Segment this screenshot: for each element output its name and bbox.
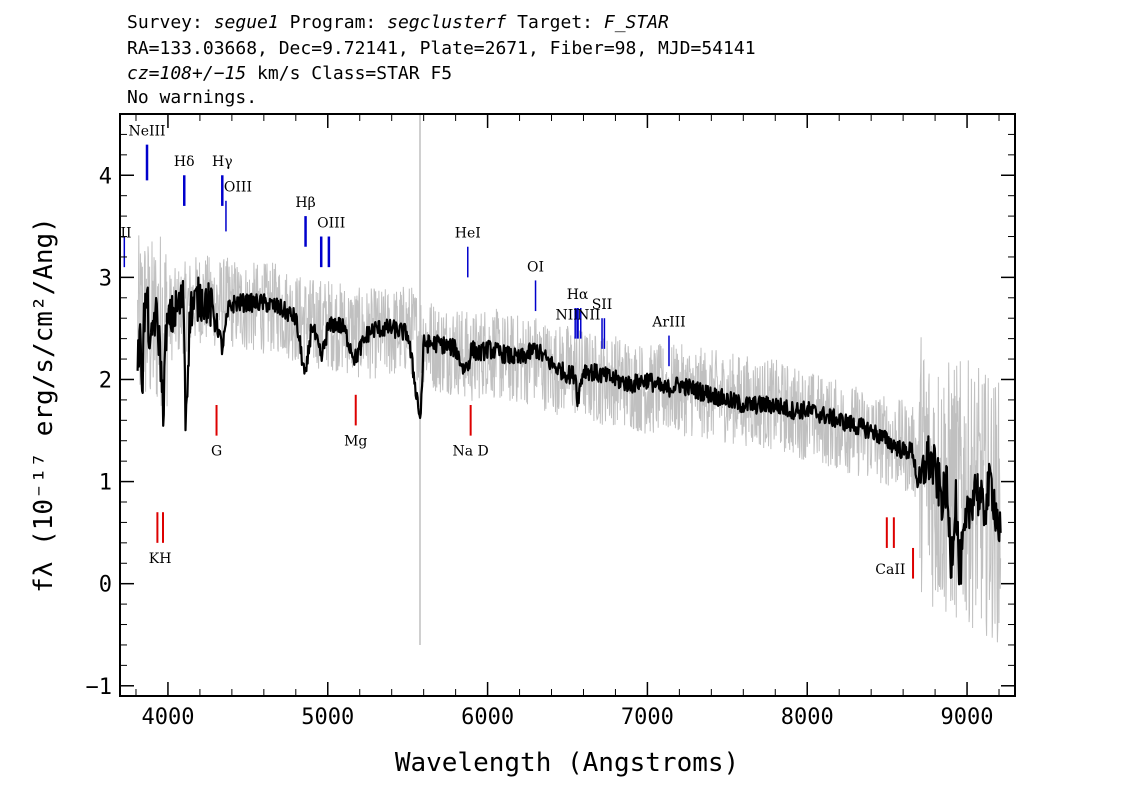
absorption-line-label: G	[211, 444, 222, 460]
emission-line-label: ArIII	[651, 314, 685, 330]
emission-line-label: II	[120, 226, 131, 242]
header-line-2: RA=133.03668, Dec=9.72141, Plate=2671, F…	[127, 38, 756, 59]
header-line-3: cz=108+/−15 km/s Class=STAR F5	[127, 63, 452, 84]
y-tick-label: −1	[86, 675, 113, 700]
emission-line-label: OIII	[317, 215, 345, 231]
emission-line-label: OI	[527, 259, 544, 275]
absorption-line-label: Na D	[453, 444, 489, 460]
x-tick-label: 7000	[621, 705, 674, 730]
y-tick-label: 2	[99, 368, 112, 393]
emission-line-label: Hδ	[174, 154, 195, 170]
emission-line-label: Hβ	[295, 195, 315, 211]
y-axis-label: fλ (10⁻¹⁷ erg/s/cm²/Ang)	[29, 217, 59, 593]
emission-line-label: NII	[577, 307, 600, 323]
y-tick-label: 3	[99, 266, 112, 291]
x-tick-label: 6000	[461, 705, 514, 730]
emission-line-label: NII	[556, 307, 579, 323]
y-tick-label: 0	[99, 573, 112, 598]
absorption-line-label: CaII	[875, 562, 905, 578]
emission-line-label: Hα	[567, 287, 589, 303]
x-tick-label: 9000	[941, 705, 994, 730]
absorption-line-label: Mg	[344, 433, 367, 449]
x-tick-label: 4000	[141, 705, 194, 730]
plot-frame	[119, 113, 1016, 697]
header-line-1: Survey: segue1 Program: segclusterf Targ…	[127, 12, 669, 33]
flux-spectrum	[136, 276, 1002, 586]
absorption-line-label: KH	[149, 551, 172, 567]
y-tick-label: 4	[99, 164, 112, 189]
axis-ticks: 4000 5000 6000 7000 8000 9000 −1 0 1 2 3 4	[86, 114, 1015, 730]
emission-line-label: OIII	[224, 180, 252, 196]
x-tick-label: 5000	[301, 705, 354, 730]
y-tick-label: 1	[99, 471, 112, 496]
emission-line-label: Hγ	[212, 154, 233, 170]
flux-layer	[136, 276, 1002, 586]
emission-line-label: HeI	[455, 226, 481, 242]
header-line-4: No warnings.	[127, 87, 257, 108]
emission-line-label: NeIII	[128, 124, 165, 140]
x-axis-label: Wavelength (Angstroms)	[395, 748, 739, 778]
x-tick-label: 8000	[781, 705, 834, 730]
emission-line-label: SII	[592, 297, 613, 313]
